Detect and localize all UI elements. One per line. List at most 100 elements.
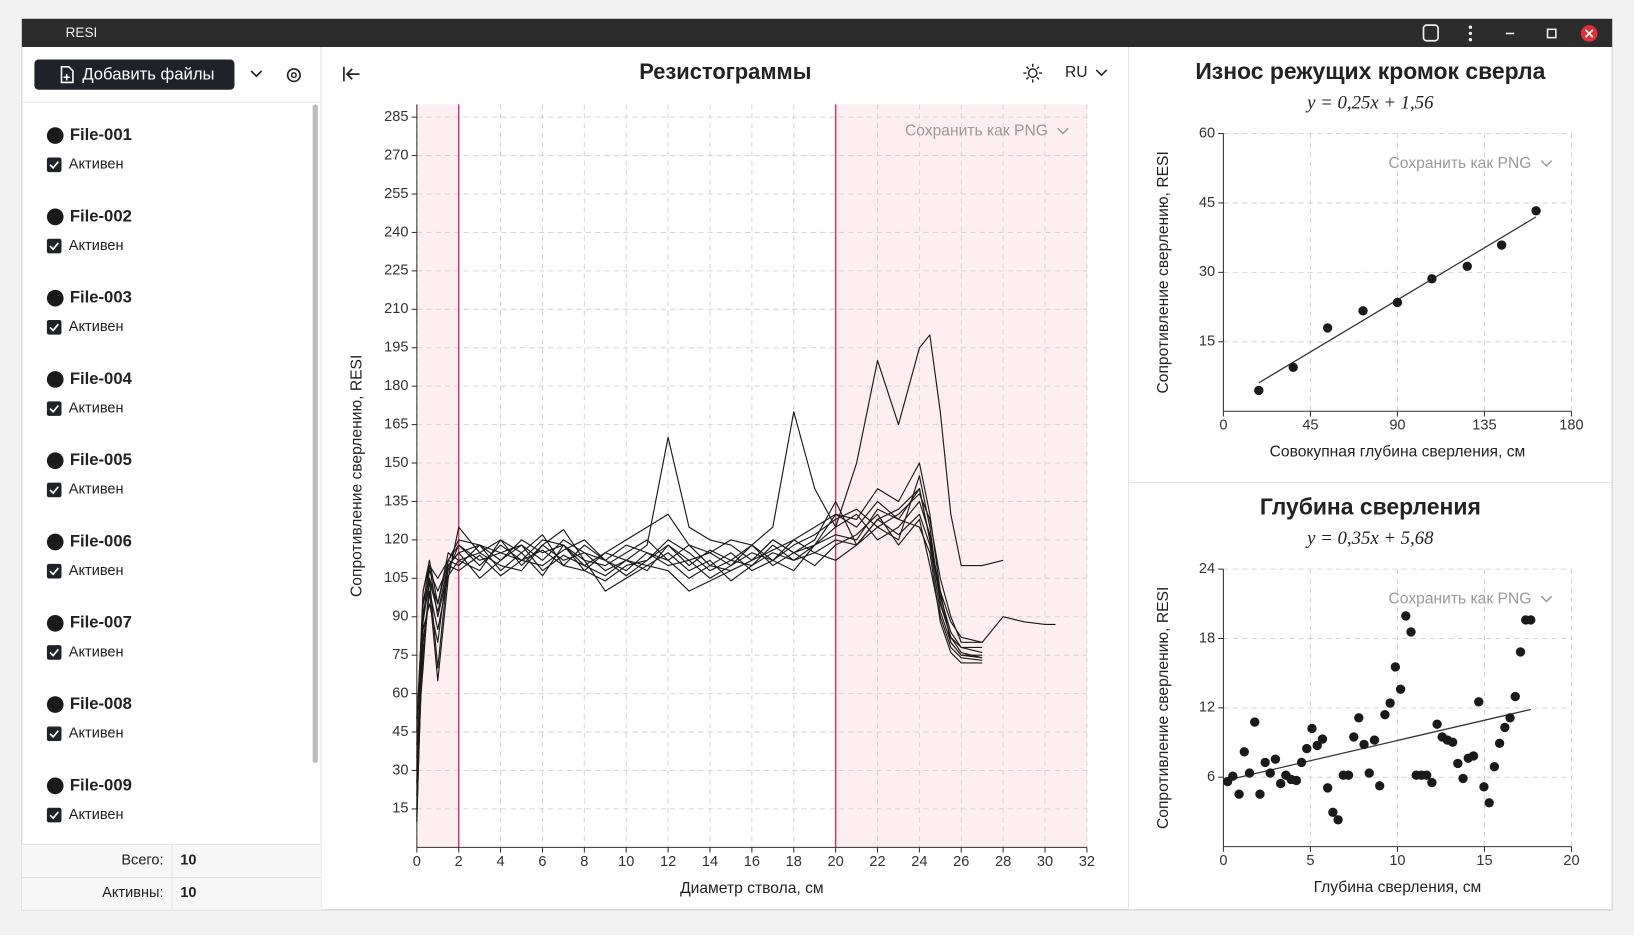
extension-icon[interactable] xyxy=(1422,24,1439,42)
active-checkbox[interactable] xyxy=(46,482,62,498)
summary-value: 10 xyxy=(180,885,196,901)
file-color-dot xyxy=(46,208,64,226)
scatter-point xyxy=(1406,627,1416,637)
file-icon xyxy=(60,66,74,84)
scatter-point xyxy=(1328,807,1338,817)
x-tick-label: 10 xyxy=(618,854,634,870)
summary-label: Всего: xyxy=(121,853,163,869)
scatter-point xyxy=(1515,647,1526,657)
file-status: Активен xyxy=(69,563,124,579)
scatter-point xyxy=(1265,768,1275,778)
dropdown-toggle[interactable] xyxy=(250,70,263,78)
x-tick-label: 135 xyxy=(1472,418,1496,434)
scatter-point xyxy=(1343,770,1354,780)
scatter-point xyxy=(1296,757,1307,768)
active-checkbox[interactable] xyxy=(46,157,62,173)
file-color-dot xyxy=(46,614,64,632)
file-name[interactable]: File-002 xyxy=(70,206,132,225)
x-tick-label: 28 xyxy=(995,854,1011,870)
active-checkbox[interactable] xyxy=(46,645,62,660)
save-png-button[interactable]: Сохранить как PNG xyxy=(1389,155,1532,172)
active-checkbox[interactable] xyxy=(46,401,62,416)
check-icon xyxy=(49,323,59,332)
active-checkbox[interactable] xyxy=(46,726,62,742)
resistogram-line xyxy=(416,493,983,733)
x-tick-label: 180 xyxy=(1559,418,1583,434)
x-tick-label: 16 xyxy=(744,854,760,870)
active-checkbox[interactable] xyxy=(46,238,62,254)
y-tick-label: 165 xyxy=(384,416,408,432)
save-png-chevron xyxy=(1540,160,1553,167)
save-png-button[interactable]: Сохранить как PNG xyxy=(905,123,1048,140)
file-name[interactable]: File-004 xyxy=(70,369,133,388)
y-tick-label: 195 xyxy=(384,340,408,356)
y-axis-label: Сопротивление сверлению, RESI xyxy=(349,355,366,597)
scatter-point xyxy=(1302,743,1312,754)
x-tick-label: 30 xyxy=(1037,854,1053,870)
active-checkbox[interactable] xyxy=(46,807,62,823)
x-tick-label: 14 xyxy=(702,854,718,870)
collapse-sidebar-button[interactable] xyxy=(343,66,360,82)
menu-icon[interactable] xyxy=(1468,25,1473,42)
active-checkbox[interactable] xyxy=(46,563,62,579)
y-tick-label: 210 xyxy=(384,301,408,317)
scatter-point xyxy=(1505,713,1515,723)
y-tick-label: 135 xyxy=(384,493,408,509)
scatter-point xyxy=(1244,768,1255,778)
language-select[interactable]: RU xyxy=(1065,64,1088,81)
file-status: Активен xyxy=(69,400,124,416)
add-files-button[interactable] xyxy=(34,59,235,90)
save-png-button[interactable]: Сохранить как PNG xyxy=(1389,590,1532,607)
file-name[interactable]: File-009 xyxy=(70,775,132,794)
y-axis-label: Сопротивление сверлению, RESI xyxy=(1155,151,1172,393)
scatter-point xyxy=(1322,323,1333,333)
highlight-range xyxy=(416,104,459,848)
scatter-point xyxy=(1458,773,1468,784)
scatter-point xyxy=(1427,274,1437,284)
add-files-label[interactable]: Добавить файлы xyxy=(82,65,214,84)
x-tick-label: 32 xyxy=(1079,854,1095,870)
file-list: File-001 Активен File-002 Активен File-003 Ак… xyxy=(46,125,133,823)
x-tick-label: 4 xyxy=(497,854,505,870)
scatter-point xyxy=(1291,775,1302,786)
file-name[interactable]: File-008 xyxy=(70,694,132,713)
y-tick-label: 255 xyxy=(384,186,408,202)
file-name[interactable]: File-001 xyxy=(70,125,132,144)
file-name[interactable]: File-006 xyxy=(70,531,132,550)
x-tick-label: 20 xyxy=(1563,853,1579,869)
window xyxy=(21,18,1613,911)
file-status: Активен xyxy=(69,807,124,823)
y-tick-label: 45 xyxy=(392,724,408,740)
file-name[interactable]: File-005 xyxy=(70,450,132,469)
scrollbar[interactable] xyxy=(312,104,318,763)
scatter-point xyxy=(1489,762,1500,772)
y-tick-label: 150 xyxy=(384,455,408,471)
scatter-point xyxy=(1392,297,1403,308)
file-status: Активен xyxy=(69,726,124,742)
x-tick-label: 10 xyxy=(1389,853,1405,869)
settings-button[interactable] xyxy=(286,68,301,83)
y-tick-label: 75 xyxy=(392,647,408,663)
x-tick-label: 6 xyxy=(538,854,546,870)
file-name[interactable]: File-007 xyxy=(70,613,132,632)
file-color-dot xyxy=(46,371,64,388)
active-checkbox[interactable] xyxy=(46,320,62,335)
check-icon xyxy=(49,242,59,251)
x-tick-label: 0 xyxy=(1219,418,1227,434)
file-color-dot xyxy=(46,289,64,307)
maximize-button[interactable] xyxy=(1546,28,1557,39)
check-icon xyxy=(49,404,59,413)
scatter-point xyxy=(1375,781,1385,791)
x-tick-label: 2 xyxy=(455,854,463,870)
file-name[interactable]: File-003 xyxy=(70,288,132,307)
scatter-point xyxy=(1234,789,1244,799)
x-tick-label: 5 xyxy=(1306,853,1314,869)
theme-toggle[interactable] xyxy=(1023,63,1043,83)
file-color-dot xyxy=(46,777,64,795)
check-icon xyxy=(49,648,59,657)
scatter-point xyxy=(1395,684,1406,694)
check-icon xyxy=(49,730,59,739)
resistogram-line xyxy=(416,334,1004,822)
y-tick-label: 24 xyxy=(1199,561,1215,577)
x-tick-label: 26 xyxy=(953,854,969,870)
